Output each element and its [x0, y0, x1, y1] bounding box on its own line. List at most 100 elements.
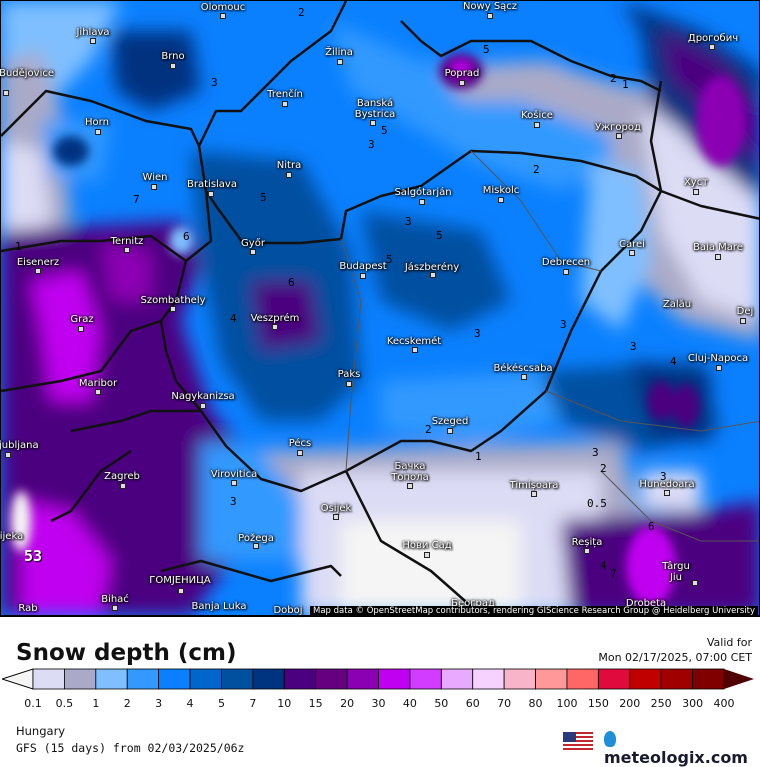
city-marker: [112, 605, 118, 611]
legend-swatch: [472, 668, 505, 690]
city-marker: [407, 483, 413, 489]
city-label: Veszprém: [250, 313, 300, 324]
legend-tick-label: 30: [371, 697, 386, 710]
city-marker: [629, 250, 635, 256]
contour-label: 1: [622, 78, 629, 91]
contour-label: 1: [475, 450, 482, 463]
city-label: Нови Сад: [402, 540, 452, 551]
legend-tick-label: 3: [155, 697, 163, 710]
city-marker: [90, 38, 96, 44]
city-marker: [120, 483, 126, 489]
city-marker: [151, 184, 157, 190]
city-marker: [333, 514, 339, 520]
legend-tick-label: 4: [186, 697, 194, 710]
legend-swatch: [597, 668, 631, 690]
city-label: Bratislava: [187, 179, 237, 190]
city-marker: [250, 249, 256, 255]
city-label: Бачка Топола: [391, 461, 429, 483]
logo-icon: [604, 731, 616, 747]
contour-label: 6: [183, 230, 190, 243]
city-marker: [430, 272, 436, 278]
contour-label: 2: [610, 72, 617, 85]
city-label: Nitra: [276, 160, 302, 171]
city-label: Dej: [736, 306, 754, 317]
contour-label: 5: [436, 229, 443, 242]
city-label: Reșița: [571, 537, 603, 548]
city-marker: [534, 122, 540, 128]
contour-label: 7: [610, 567, 617, 580]
city-marker: [200, 403, 206, 409]
city-label: Požega: [238, 533, 274, 544]
legend-swatch: [660, 668, 693, 690]
city-label: Brno: [161, 51, 185, 62]
city-marker: [370, 120, 376, 126]
contour-label: 2: [600, 462, 607, 475]
legend-swatch: [32, 668, 65, 690]
city-marker: [272, 324, 278, 330]
city-label: Drobeta: [625, 598, 667, 609]
legend-swatch: [283, 668, 317, 690]
legend-under-arrow: [2, 668, 34, 690]
legend-tick-label: 2: [123, 697, 131, 710]
city-label: Pécs: [288, 438, 312, 449]
region-borders: [340, 150, 759, 542]
us-flag-icon[interactable]: [563, 732, 593, 750]
city-marker: [78, 326, 84, 332]
contour-label: 3: [211, 76, 218, 89]
legend-swatch: [566, 668, 599, 690]
legend-tick-label: 0.1: [24, 697, 42, 710]
model-run: GFS (15 days) from 02/03/2025/06z: [16, 741, 245, 755]
city-label: Osijek: [320, 503, 352, 514]
city-label: Cluj-Napoca: [687, 353, 749, 364]
map-attribution: Map data © OpenStreetMap contributors, r…: [310, 606, 758, 616]
city-label: Târgu Jiu: [662, 561, 690, 583]
snow-depth-map[interactable]: Olomouc Jihlava Brno České Budějovice Ho…: [0, 0, 760, 617]
legend-tick-label: 5: [217, 697, 225, 710]
city-marker: [531, 491, 537, 497]
city-marker: [412, 347, 418, 353]
legend-tick-label: 40: [402, 697, 417, 710]
legend-swatch: [503, 668, 536, 690]
city-label: Szeged: [431, 416, 469, 427]
city-marker: [35, 268, 41, 274]
legend-tick-label: 300: [682, 697, 704, 710]
city-label: Žilina: [325, 47, 353, 58]
city-label: Baia Mare: [693, 242, 743, 253]
city-label: Wien: [142, 172, 168, 183]
city-marker: [584, 548, 590, 554]
city-label: Salgótarján: [394, 187, 452, 198]
meteologix-logo[interactable]: meteologix.com: [604, 729, 760, 767]
map-title: Snow depth (cm): [16, 640, 237, 666]
city-marker: [220, 13, 226, 19]
city-label: Хуст: [683, 177, 709, 188]
legend-swatch: [315, 668, 348, 690]
contour-label: 4: [230, 312, 237, 325]
legend-swatch: [158, 668, 191, 690]
contour-label: 5: [381, 124, 388, 137]
city-marker: [498, 197, 504, 203]
city-label: Zagreb: [104, 471, 140, 482]
city-label: Eisenerz: [16, 257, 60, 268]
city-marker: [715, 254, 721, 260]
city-label: Kecskemét: [386, 336, 442, 347]
contour-label: 3: [474, 327, 481, 340]
country-borders: [1, 1, 759, 615]
city-label: Békéscsaba: [493, 363, 553, 374]
city-marker: [346, 381, 352, 387]
legend-swatch: [252, 668, 285, 690]
legend-tick-label: 7: [249, 697, 257, 710]
city-marker: [337, 59, 343, 65]
city-label: Carei: [619, 239, 645, 250]
legend-tick-label: 150: [587, 697, 609, 710]
city-label: Paks: [337, 369, 361, 380]
city-marker: [419, 199, 425, 205]
contour-label: 3: [230, 495, 237, 508]
city-label: Košice: [521, 110, 553, 121]
city-marker: [253, 543, 259, 549]
city-marker: [286, 172, 292, 178]
contour-label: 3: [660, 470, 667, 483]
city-label: Nagykanizsa: [171, 391, 235, 402]
city-label: Debrecen: [541, 257, 591, 268]
city-label: Maribor: [78, 378, 118, 389]
contour-label: 2: [425, 423, 432, 436]
